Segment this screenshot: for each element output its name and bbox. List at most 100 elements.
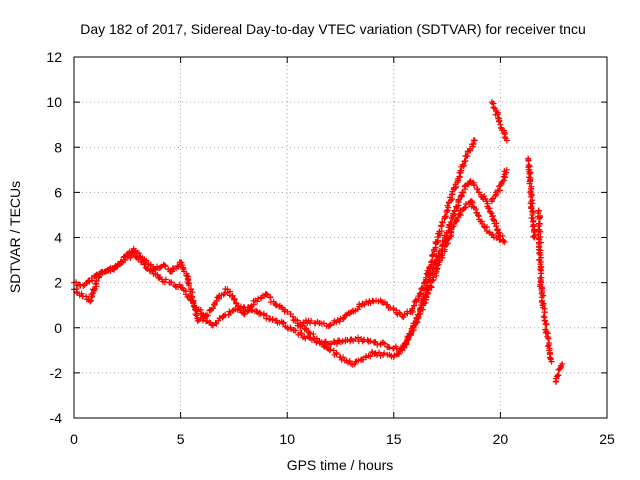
data-point: [183, 272, 190, 279]
data-point-fill: [461, 204, 468, 211]
data-point-fill: [381, 340, 388, 347]
data-point-fill: [414, 319, 421, 326]
data-point-fill: [92, 281, 99, 288]
data-point: [326, 322, 333, 329]
data-point-fill: [495, 118, 502, 125]
data-point-fill: [417, 290, 424, 297]
data-point-fill: [413, 298, 420, 305]
data-point-fill: [396, 309, 403, 316]
data-point-fill: [428, 259, 435, 266]
data-point-fill: [308, 337, 315, 344]
data-point-fill: [415, 313, 422, 320]
data-point-fill: [445, 204, 452, 211]
data-point-fill: [527, 193, 534, 200]
data-point-fill: [456, 210, 463, 217]
data-point-fill: [555, 372, 562, 379]
data-point-fill: [547, 355, 554, 362]
x-tick-label: 0: [70, 431, 78, 447]
y-tick-label: 2: [54, 275, 62, 291]
data-point-fill: [429, 252, 436, 259]
data-point-fill: [425, 287, 432, 294]
data-point: [557, 365, 564, 372]
data-point-fill: [201, 313, 208, 320]
data-point-fill: [427, 264, 434, 271]
data-point-fill: [381, 350, 388, 357]
data-point-fill: [80, 282, 87, 289]
data-point-fill: [90, 286, 97, 293]
data-point-fill: [354, 306, 361, 313]
data-point-fill: [367, 338, 374, 345]
data-point-fill: [135, 250, 142, 257]
data-point-fill: [537, 239, 544, 246]
y-tick-label: -4: [50, 410, 63, 426]
data-point-fill: [333, 351, 340, 358]
data-point-fill: [427, 283, 434, 290]
data-point-fill: [292, 327, 299, 334]
data-point-fill: [401, 311, 408, 318]
data-point-fill: [229, 292, 236, 299]
data-point: [559, 360, 566, 367]
x-tick-label: 25: [599, 431, 615, 447]
data-marks: [71, 99, 566, 385]
data-point-fill: [162, 276, 169, 283]
data-point-fill: [345, 309, 352, 316]
plot-border: [73, 56, 608, 419]
data-point-fill: [221, 290, 228, 297]
data-point: [326, 340, 333, 347]
data-point-fill: [423, 276, 430, 283]
data-point-fill: [541, 309, 548, 316]
data-point-fill: [489, 231, 496, 238]
data-point-fill: [333, 340, 340, 347]
data-point-fill: [405, 336, 412, 343]
x-tick-label: 10: [279, 431, 295, 447]
data-point-fill: [526, 180, 533, 187]
data-point-fill: [469, 199, 476, 206]
tick-labels: 0 5 10 15 20 25 -4 -2 0 2 4 6 8 10 12: [46, 49, 615, 447]
data-point-fill: [442, 214, 449, 221]
data-point-fill: [418, 285, 425, 292]
data-point-fill: [280, 319, 287, 326]
data-point: [531, 234, 538, 241]
data-point-fill: [455, 197, 462, 204]
data-point-fill: [461, 183, 468, 190]
data-point-fill: [216, 315, 223, 322]
data-point-fill: [117, 260, 124, 267]
data-point-fill: [376, 349, 383, 356]
data-point-fill: [543, 321, 550, 328]
data-point-fill: [494, 111, 501, 118]
data-point-fill: [269, 317, 276, 324]
data-point-fill: [536, 257, 543, 264]
data-point-fill: [207, 307, 214, 314]
data-point-fill: [386, 344, 393, 351]
data-point: [241, 311, 248, 318]
data-point-fill: [294, 317, 301, 324]
y-tick-label: 8: [54, 139, 62, 155]
data-point-fill: [86, 278, 93, 285]
y-tick-label: 6: [54, 184, 62, 200]
data-point: [503, 166, 510, 173]
data-point-fill: [327, 321, 334, 328]
data-point: [194, 317, 201, 324]
data-point-fill: [489, 196, 496, 203]
data-point: [130, 250, 137, 257]
data-point-fill: [454, 214, 461, 221]
data-point-fill: [142, 261, 149, 268]
data-point-fill: [276, 303, 283, 310]
data-point-fill: [118, 259, 125, 266]
data-point-fill: [395, 350, 402, 357]
data-point: [548, 358, 555, 365]
data-point: [471, 137, 478, 144]
data-point-fill: [287, 326, 294, 333]
data-point-fill: [231, 296, 238, 303]
data-point-fill: [175, 263, 182, 270]
data-point-fill: [127, 254, 134, 261]
data-point-fill: [471, 181, 478, 188]
data-point-fill: [193, 312, 200, 319]
data-point-fill: [185, 282, 192, 289]
data-point-fill: [501, 134, 508, 141]
grid: [73, 56, 608, 419]
data-point-fill: [308, 317, 315, 324]
data-point-fill: [298, 330, 305, 337]
data-point: [501, 239, 508, 246]
data-point-fill: [210, 305, 217, 312]
